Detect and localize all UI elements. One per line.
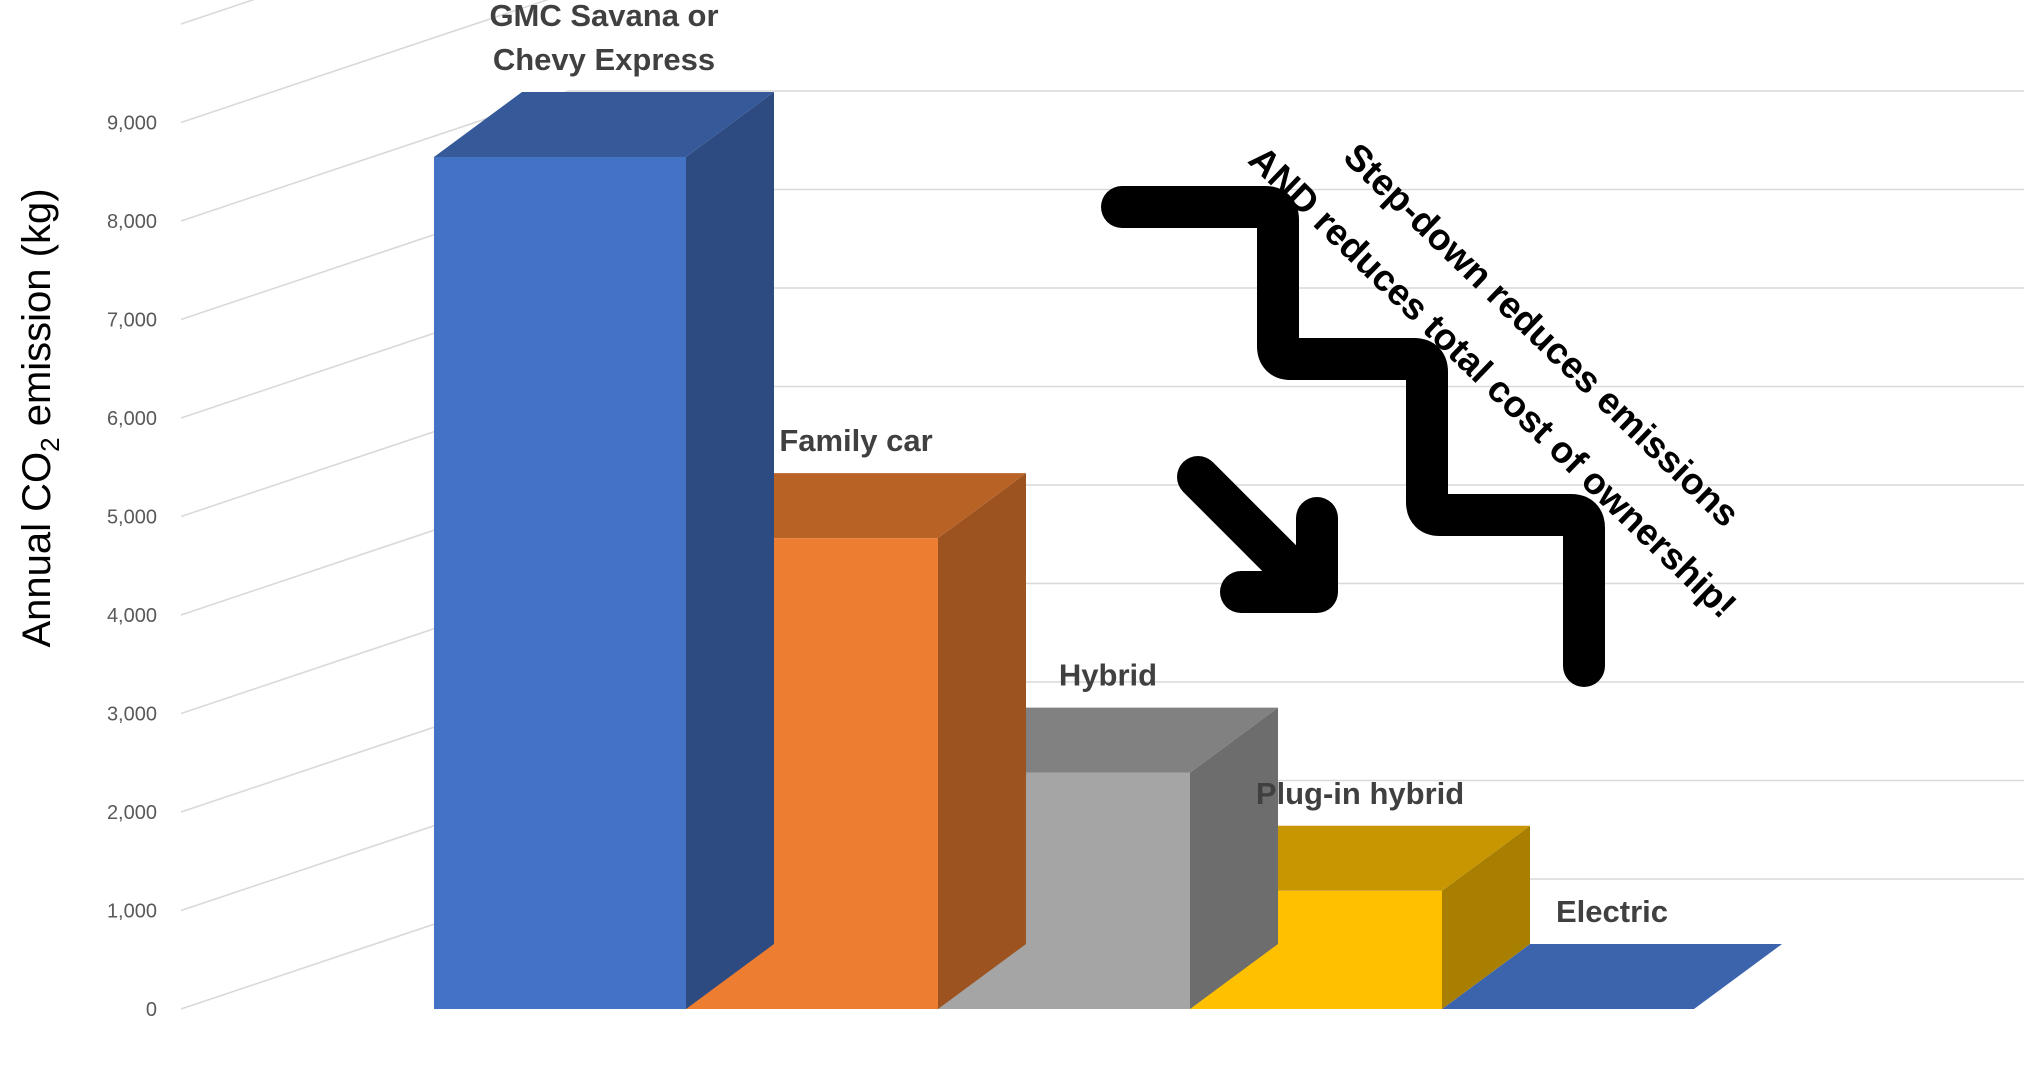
bar-front <box>434 156 686 1010</box>
bar-label: GMC Savana or <box>489 0 718 33</box>
bar-side <box>938 473 1026 1009</box>
down-right-arrow-icon <box>1177 456 1338 613</box>
bar-label: Hybrid <box>1059 658 1157 693</box>
bar-label: Plug-in hybrid <box>1256 776 1464 811</box>
y-tick-label: 3,000 <box>107 704 157 726</box>
gridline <box>180 90 2024 222</box>
gridline <box>180 0 550 124</box>
bar-side <box>1190 707 1278 1009</box>
bar-labels: Electric Plug-in hybrid Hybrid Family car GM… <box>489 0 1668 929</box>
bar-top <box>434 91 774 157</box>
y-tick-label: 8,000 <box>107 211 157 233</box>
y-tick-label: 9,000 <box>107 113 157 135</box>
annotation-line-1: Step-down reduces emissions <box>1336 135 1748 534</box>
y-axis-label-prefix: Annual CO <box>15 452 59 648</box>
bars <box>434 91 1782 1010</box>
bar-label: Family car <box>779 423 932 458</box>
bar-side <box>686 91 774 1010</box>
y-tick-label: 1,000 <box>107 901 157 923</box>
gridline <box>180 0 256 25</box>
y-tick-label: 4,000 <box>107 605 157 627</box>
bar-top <box>1442 944 1782 1009</box>
y-axis-label-suffix: emission (kg) <box>15 188 59 437</box>
bar <box>1442 944 1782 1009</box>
y-tick-label: 6,000 <box>107 408 157 430</box>
y-axis-label: Annual CO2 emission (kg) <box>15 188 65 647</box>
y-axis-label-subscript: 2 <box>35 437 65 451</box>
bar-label: Chevy Express <box>493 42 715 77</box>
staircase-line <box>1101 186 1605 687</box>
y-tick-label: 7,000 <box>107 310 157 332</box>
step-down-annotation: Step-down reduces emissions AND reduces … <box>1101 135 1748 687</box>
bar <box>434 91 774 1010</box>
bar-label: Electric <box>1556 894 1668 929</box>
y-tick-label: 2,000 <box>107 802 157 824</box>
bar-side <box>1442 825 1530 1009</box>
y-tick-label: 5,000 <box>107 507 157 529</box>
y-tick-label: 0 <box>146 999 157 1021</box>
y-axis-ticks: 0 1,000 2,000 3,000 4,000 5,000 6,000 7,000 8,00… <box>107 113 157 1022</box>
